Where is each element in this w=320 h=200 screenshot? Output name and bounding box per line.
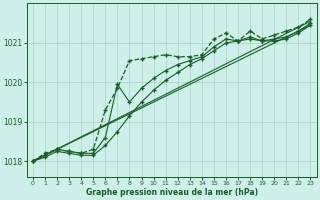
X-axis label: Graphe pression niveau de la mer (hPa): Graphe pression niveau de la mer (hPa) — [86, 188, 258, 197]
